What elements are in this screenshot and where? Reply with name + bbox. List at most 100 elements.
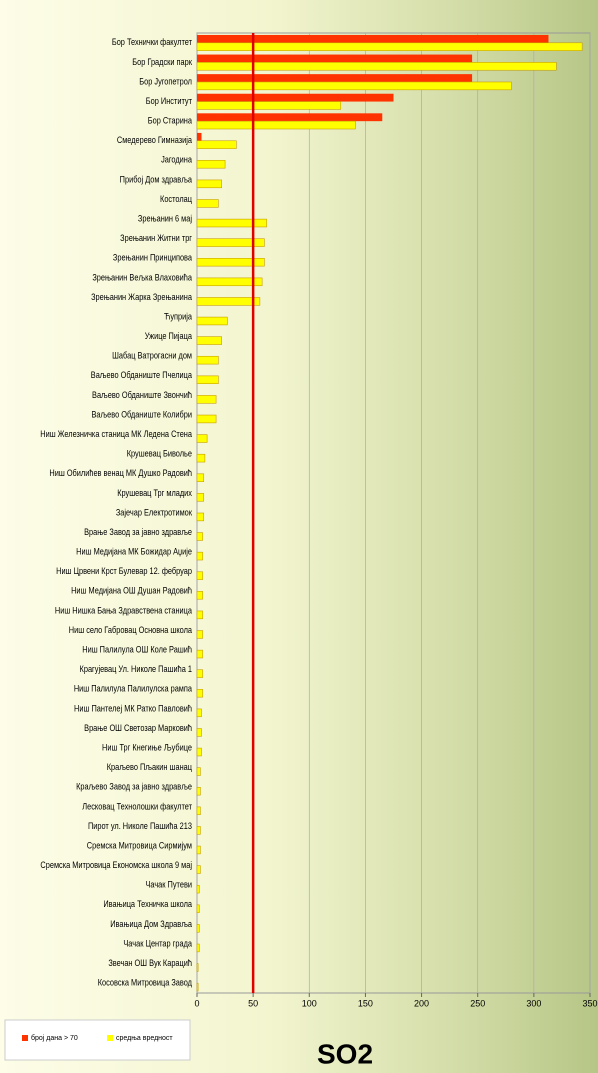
y-tick-label: Врање ОШ Светозар Марковић (84, 723, 192, 733)
y-tick-label: Ћуприја (164, 311, 192, 321)
y-tick-label: Бор Технички факултет (112, 37, 192, 47)
y-tick-label: Ниш Нишка Бања Здравствена станица (55, 605, 192, 615)
y-tick-label: Зрењанин Жарка Зрењанина (91, 292, 192, 302)
x-tick-label: 250 (470, 998, 485, 1008)
y-tick-label: Сремска Митровица Сирмијум (87, 840, 192, 850)
y-tick-label: Ниш Железничка станица МК Ледена Стена (40, 429, 192, 439)
y-tick-label: Прибој Дом здравља (120, 174, 192, 184)
y-tick-label: Ниш Обилићев венац МК Душко Радовић (49, 468, 192, 478)
y-tick-label: Ниш Палилула ОШ Коле Рашић (82, 645, 192, 655)
bar (196, 982, 199, 992)
bar (196, 512, 205, 522)
bar (196, 199, 219, 208)
bar (196, 258, 265, 267)
bar (197, 34, 549, 43)
legend-swatch (22, 1035, 28, 1041)
bar (196, 336, 223, 345)
legend-label: средња вредност (116, 1035, 173, 1042)
y-tick-label: Краљево Пљакин шанац (107, 762, 192, 772)
x-tick-label: 100 (302, 998, 317, 1008)
legend-label: број дана > 70 (31, 1034, 78, 1042)
bar (196, 101, 342, 110)
bar (196, 218, 267, 228)
bar (196, 786, 201, 796)
y-tick-label: Ивањица Дом Здравља (110, 919, 192, 929)
y-tick-label: Зајечар Електротимок (116, 507, 192, 517)
x-tick-label: 150 (358, 998, 373, 1008)
bar (196, 669, 203, 678)
y-tick-label: Смедерево Гимназија (117, 135, 192, 145)
legend-box (4, 1019, 191, 1061)
bar (196, 767, 201, 776)
bar (196, 884, 200, 894)
bar (196, 806, 201, 816)
y-tick-label: Звечан ОШ Вук Карацић (108, 958, 192, 968)
y-tick-label: Ваљево Обданиште Звончић (92, 390, 192, 400)
bar (196, 728, 202, 737)
bar (196, 62, 557, 71)
y-tick-label: Зрењанин 6 мај (138, 213, 192, 223)
bar (196, 630, 203, 639)
bar (196, 473, 205, 482)
y-tick-label: Ниш Црвени Крст Булевар 12. фебруар (56, 566, 192, 576)
bar (197, 132, 202, 141)
bar (196, 649, 203, 659)
bar (196, 747, 202, 757)
y-tick-label: Чачак Центар града (123, 938, 192, 948)
y-tick-label: Бор Институт (146, 96, 192, 106)
bar (197, 93, 394, 102)
bar (196, 297, 261, 306)
bar (196, 924, 200, 933)
y-tick-label: Лесковац Технолошки факултет (82, 801, 192, 811)
y-tick-label: Зрењанин Принципова (113, 253, 192, 263)
bar (196, 81, 512, 91)
y-tick-label: Ваљево Обданиште Пчелица (91, 370, 192, 380)
bar (196, 238, 265, 247)
y-tick-label: Краљево Завод за јавно здравље (76, 782, 192, 792)
y-tick-label: Ужице Пијаца (145, 331, 192, 341)
y-tick-label: Шабац Ватрогасни дом (112, 351, 192, 361)
bar (196, 493, 205, 502)
bar (196, 551, 203, 561)
y-tick-label: Пирот ул. Николе Пашића 213 (88, 821, 192, 831)
bar (196, 904, 200, 913)
y-tick-label: Ивањица Техничка школа (103, 899, 192, 909)
x-tick-label: 200 (414, 998, 429, 1008)
chart-title: SO2 (317, 1038, 373, 1069)
bar (196, 943, 200, 953)
bar (196, 355, 219, 365)
bar (196, 414, 217, 424)
y-tick-label: Зрењанин Вељка Влаховића (92, 272, 192, 282)
bar (196, 160, 226, 169)
bar (196, 689, 203, 698)
legend-swatch (107, 1035, 113, 1041)
bar (196, 571, 203, 580)
y-tick-label: Костолац (160, 194, 192, 204)
y-tick-label: Бор Градски парк (132, 57, 192, 67)
bar (197, 74, 473, 82)
y-tick-label: Врање Завод за јавно здравље (84, 527, 192, 537)
x-tick-label: 300 (526, 998, 541, 1008)
y-tick-label: Ниш Медијана ОШ Душан Радовић (71, 586, 192, 596)
y-tick-label: Ниш Палилула Палилулска рампа (74, 684, 192, 694)
y-tick-label: Јагодина (161, 155, 192, 165)
y-tick-label: Ниш село Габровац Основна школа (69, 625, 192, 635)
y-tick-label: Бор Југопетрол (139, 76, 192, 86)
bar (196, 42, 583, 51)
y-tick-label: Сремска Митровица Економска школа 9 мај (40, 860, 192, 870)
y-tick-label: Ваљево Обданиште Колибри (91, 409, 192, 419)
y-tick-label: Чачак Путеви (145, 880, 192, 890)
y-tick-label: Крагујевац Ул. Николе Пашића 1 (80, 664, 192, 674)
bar (196, 826, 201, 835)
bar (196, 845, 201, 855)
y-tick-label: Бор Старина (148, 116, 192, 126)
plot-area (196, 32, 591, 994)
bar (196, 316, 228, 326)
bar (196, 395, 217, 404)
bar (196, 434, 208, 443)
x-tick-label: 0 (194, 998, 199, 1008)
x-tick-label: 350 (582, 998, 597, 1008)
y-tick-label: Крушевац Биволье (127, 449, 192, 459)
bar (197, 54, 473, 63)
